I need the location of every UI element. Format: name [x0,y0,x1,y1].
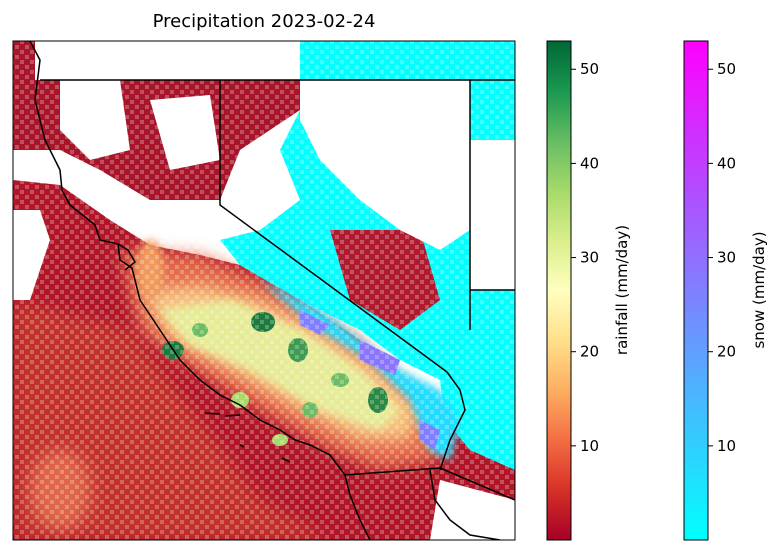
dry-areas [13,41,515,540]
rainfall-tick-label: 20 [580,343,599,361]
rainfall-colorbar-label: rainfall (mm/day) [613,225,631,355]
channel-island-4 [281,457,291,463]
snow-colorbar-scale [683,40,709,541]
snow-colorbar-label: snow (mm/day) [750,231,768,348]
map-borders [29,41,515,540]
map-panel [13,41,515,540]
rainfall-colorbar-scale [546,40,572,541]
sf-bay [117,243,136,271]
snow-colorbar: 10 20 30 40 50 snow (mm/day) [683,40,768,541]
rainfall-tick-label: 40 [580,154,599,172]
map-frame [12,40,516,541]
california-nevada-border [219,80,448,373]
snow-tick-label: 20 [717,343,736,361]
channel-island-3 [239,444,245,448]
snow-tick-label: 30 [717,249,736,267]
baja-coast [429,469,501,540]
channel-island-1 [204,412,221,415]
mexico-border [344,467,441,476]
snow-tick-label: 10 [717,437,736,455]
arizona-mexico-border [439,467,515,501]
rainfall-tick-label: 10 [580,437,599,455]
colorado-river-border [439,371,466,471]
channel-island-2 [224,414,241,417]
rainfall-tick-label: 30 [580,249,599,267]
rainfall-tick-label: 50 [580,60,599,78]
snow-tick-label: 50 [717,60,736,78]
snow-tick-label: 40 [717,154,736,172]
coastline [29,41,371,540]
chart-title: Precipitation 2023-02-24 [153,11,376,32]
rainfall-colorbar: 10 20 30 40 50 rainfall (mm/day) [546,40,631,541]
